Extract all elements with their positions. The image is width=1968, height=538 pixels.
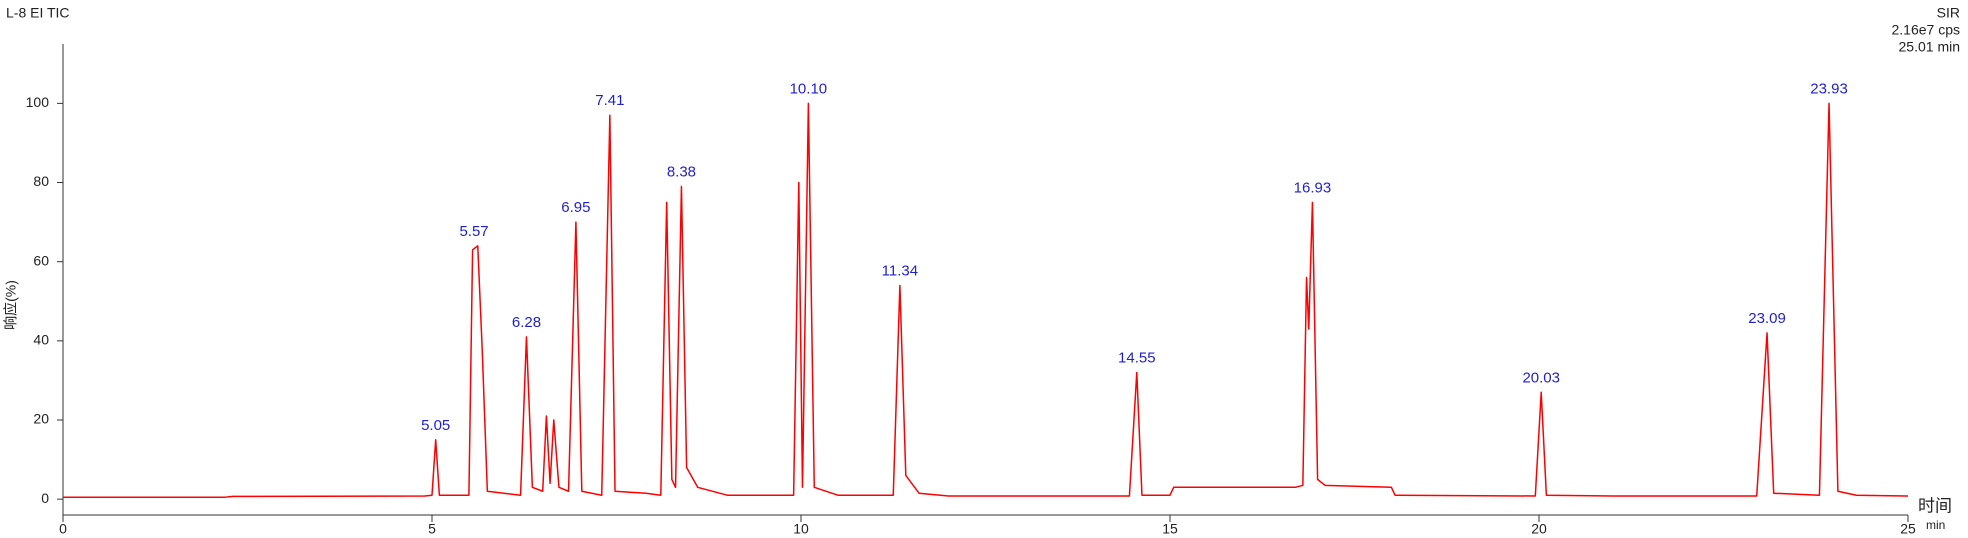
y-tick-label: 80	[33, 173, 49, 189]
info: 25.01 min	[1899, 39, 1960, 55]
peak-label: 6.95	[561, 199, 590, 216]
info: 2.16e7 cps	[1892, 22, 1961, 38]
peak-label: 5.57	[459, 223, 488, 240]
peak-label: 16.93	[1294, 179, 1332, 196]
peak-label: 20.03	[1522, 369, 1560, 386]
x-tick-label: 10	[793, 521, 809, 537]
peak-label: 10.10	[790, 80, 828, 97]
y-tick-label: 20	[33, 411, 49, 427]
x-tick-label: 5	[428, 521, 436, 537]
x-tick-label: 25	[1900, 521, 1916, 537]
y-tick-label: 100	[26, 94, 50, 110]
chart-title: L-8 EI TIC	[6, 5, 70, 21]
peak-label: 14.55	[1118, 349, 1156, 366]
x-tick-label: 20	[1531, 521, 1547, 537]
peak-label: 23.09	[1748, 310, 1786, 327]
info: SIR	[1937, 5, 1960, 21]
x-unit: min	[1926, 518, 1945, 532]
y-tick-label: 60	[33, 252, 49, 268]
y-tick-label: 40	[33, 332, 49, 348]
x-tick-label: 0	[59, 521, 67, 537]
y-axis-label: 响应(%)	[3, 280, 19, 330]
x-axis-label: 时间	[1918, 496, 1952, 515]
peak-label: 23.93	[1810, 80, 1848, 97]
peak-label: 11.34	[882, 262, 918, 279]
peak-label: 5.05	[421, 417, 450, 434]
peak-label: 7.41	[595, 92, 624, 109]
x-tick-label: 15	[1162, 521, 1178, 537]
peak-label: 6.28	[512, 314, 541, 331]
trace	[63, 102, 1909, 498]
peak-label: 8.38	[667, 163, 696, 180]
y-tick-label: 0	[41, 490, 49, 506]
